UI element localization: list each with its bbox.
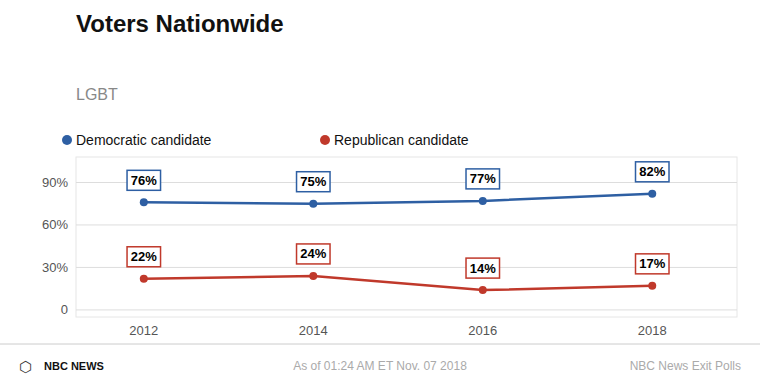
x-tick-label: 2012	[129, 323, 158, 338]
data-label: 77%	[470, 171, 496, 186]
data-labels: 76% 75% 77% 82% 22% 24% 14% 17%	[127, 162, 669, 278]
grid-line	[76, 309, 737, 310]
grid-line	[76, 224, 737, 225]
series-line	[144, 194, 652, 204]
data-label: 14%	[470, 261, 496, 276]
data-label: 24%	[300, 246, 326, 261]
series-line	[144, 276, 652, 290]
title: Voters Nationwide	[76, 10, 284, 37]
y-tick-label: 60%	[42, 217, 68, 232]
data-label: 75%	[300, 174, 326, 189]
data-label-group: 24%	[297, 244, 331, 264]
data-label: 22%	[131, 249, 157, 264]
data-label-box	[636, 254, 670, 274]
y-tick-label: 30%	[42, 260, 68, 275]
footer-text: As of 01:24 AM ET Nov. 07 2018	[293, 359, 467, 373]
x-tick-label: 2018	[638, 323, 667, 338]
data-point	[648, 190, 656, 198]
x-tick-label: 2014	[299, 323, 328, 338]
data-point	[309, 200, 317, 208]
data-point	[140, 198, 148, 206]
footer-text: NBC NEWS	[44, 360, 104, 372]
subtitle: LGBT	[76, 86, 118, 103]
data-label-group: 77%	[466, 169, 500, 189]
legend: Democratic candidate Republican candidate	[62, 132, 469, 148]
footer-text: NBC News Exit Polls	[630, 359, 741, 373]
data-label-box	[466, 258, 500, 278]
legend-entry: Democratic candidate	[76, 132, 212, 148]
data-label-box	[636, 162, 670, 182]
legend-swatch	[62, 135, 72, 145]
data-label-group: 22%	[127, 247, 160, 267]
footer-text: ⬡	[19, 358, 32, 375]
data-label: 76%	[131, 173, 157, 188]
data-point	[479, 286, 487, 294]
data-label-group: 75%	[297, 172, 331, 192]
data-label-group: 14%	[466, 258, 500, 278]
data-point	[309, 272, 317, 280]
data-label-group: 76%	[127, 170, 160, 190]
data-label: 17%	[639, 256, 665, 271]
data-label-group: 82%	[636, 162, 670, 182]
data-label-box	[127, 170, 160, 190]
data-label: 82%	[639, 164, 665, 179]
legend-entry: Republican candidate	[334, 132, 469, 148]
plot-area	[140, 190, 656, 294]
data-point	[648, 282, 656, 290]
y-tick-label: 0	[61, 302, 68, 317]
data-label-box	[297, 172, 331, 192]
data-label-box	[127, 247, 160, 267]
data-label-group: 17%	[636, 254, 670, 274]
data-label-box	[297, 244, 331, 264]
data-point	[140, 275, 148, 283]
footer-separator	[0, 344, 760, 345]
y-tick-label: 90%	[42, 175, 68, 190]
x-tick-label: 2016	[468, 323, 497, 338]
data-point	[479, 197, 487, 205]
chart: Voters Nationwide LGBT Democratic candidat…	[0, 0, 760, 382]
legend-swatch	[320, 135, 330, 145]
plot-frame	[76, 157, 737, 317]
data-label-box	[466, 169, 500, 189]
